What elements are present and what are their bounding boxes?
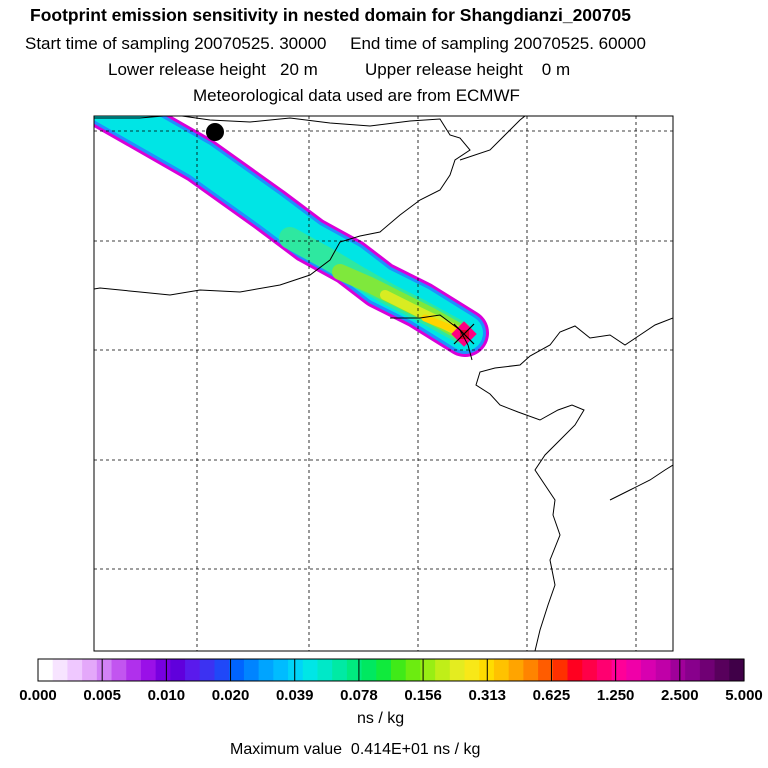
colorbar-cell — [199, 659, 216, 681]
colorbar-cell — [729, 659, 745, 681]
max-value: 0.414E+01 — [350, 741, 429, 758]
colorbar-tick-label: 0.625 — [533, 687, 571, 704]
coastline-peninsula — [475, 317, 673, 651]
lower-height-value: 20 m — [280, 60, 318, 79]
colorbar-cell — [641, 659, 657, 681]
colorbar-cell — [229, 659, 245, 681]
coastline-north — [94, 116, 471, 296]
colorbar-cell — [626, 659, 642, 681]
colorbar-cell — [582, 659, 598, 681]
upper-height-value: 0 m — [541, 60, 571, 79]
colorbar-cell — [243, 659, 260, 681]
colorbar-tick-label: 0.005 — [83, 687, 121, 704]
colorbar-cell — [288, 659, 304, 681]
colorbar-cell — [376, 659, 392, 681]
colorbar-tick-label: 0.039 — [276, 687, 314, 704]
colorbar-cell — [273, 659, 289, 681]
colorbar-tick-label: 0.000 — [19, 687, 57, 704]
colorbar-cell — [140, 659, 157, 681]
colorbar-tick-label: 2.500 — [661, 687, 699, 704]
colorbar-tick-label: 1.250 — [597, 687, 635, 704]
map-title: Footprint emission sensitivity in nested… — [30, 5, 631, 25]
colorbar-cell — [96, 659, 113, 681]
colorbar-cell — [714, 659, 730, 681]
colorbar-cell — [552, 659, 569, 681]
colorbar-cell — [567, 659, 583, 681]
colorbar-cell — [185, 659, 201, 681]
max-label: Maximum value — [230, 741, 343, 758]
maximum-value-line: Maximum value 0.414E+01 ns / kg — [230, 741, 480, 759]
colorbar-cell — [317, 659, 333, 681]
colorbar-cell — [596, 659, 613, 681]
colorbar-cell — [699, 659, 716, 681]
colorbar-tick-label: 0.010 — [148, 687, 186, 704]
coastline-island-east — [609, 464, 673, 501]
lower-height-label: Lower release height — [108, 60, 266, 79]
colorbar-cell — [170, 659, 186, 681]
colorbar-cell — [82, 659, 98, 681]
colorbar-cell — [508, 659, 524, 681]
colorbar-cell — [655, 659, 672, 681]
colorbar-cell — [346, 659, 363, 681]
release-heights-line: Lower release height 20 m Upper release … — [108, 60, 768, 80]
release-x-marker — [453, 323, 475, 345]
colorbar-labels: 0.000 0.005 0.010 0.020 0.039 0.078 0.156 0.313… — [19, 687, 763, 704]
colorbar-tick-label: 0.156 — [404, 687, 442, 704]
colorbar-tick-label: 0.313 — [468, 687, 506, 704]
colorbar-tick-label: 0.020 — [212, 687, 250, 704]
colorbar-cell — [523, 659, 539, 681]
colorbar-frame — [37, 658, 745, 682]
colorbar-cell — [435, 659, 451, 681]
colorbar-cell — [52, 659, 69, 681]
colorbar-cell — [420, 659, 436, 681]
colorbar-cell — [126, 659, 142, 681]
colorbar-cell — [464, 659, 480, 681]
colorbar-cell — [67, 659, 83, 681]
colorbar-cell — [214, 659, 230, 681]
colorbar-cell — [538, 659, 554, 681]
coastline-bay-south — [390, 314, 473, 361]
coastlines — [94, 116, 673, 651]
colorbar-cell — [685, 659, 701, 681]
colorbar-cell — [361, 659, 377, 681]
colorbar-units: ns / kg — [357, 710, 405, 727]
station-marker — [206, 123, 224, 141]
end-time-label: End time of sampling 20070525. 60000 — [350, 34, 646, 53]
colorbar-cell — [449, 659, 466, 681]
plume — [94, 116, 489, 357]
grid-lines — [94, 116, 673, 651]
colorbar-cell — [670, 659, 686, 681]
colorbar-cell — [155, 659, 171, 681]
colorbar-cell — [405, 659, 422, 681]
colorbar-cell — [258, 659, 274, 681]
colorbar-tick-label: 5.000 — [725, 687, 763, 704]
colorbar-cell — [38, 659, 54, 681]
colorbar-tick-label: 0.078 — [340, 687, 378, 704]
colorbar-cell — [332, 659, 348, 681]
colorbar-cell — [493, 659, 510, 681]
coastline-east-upper — [459, 116, 526, 161]
meteorological-data-line: Meteorological data used are from ECMWF — [193, 86, 520, 105]
map-frame — [93, 115, 674, 652]
upper-height-label: Upper release height — [365, 60, 523, 79]
colorbar-cells — [38, 659, 745, 681]
sampling-times-line: Start time of sampling 20070525. 30000 E… — [25, 34, 768, 54]
colorbar-cell — [611, 659, 627, 681]
colorbar-cell — [302, 659, 319, 681]
colorbar-cell — [111, 659, 127, 681]
start-time-label: Start time of sampling 20070525. 30000 — [25, 34, 327, 53]
colorbar-cell — [391, 659, 407, 681]
max-units: ns / kg — [433, 741, 481, 758]
